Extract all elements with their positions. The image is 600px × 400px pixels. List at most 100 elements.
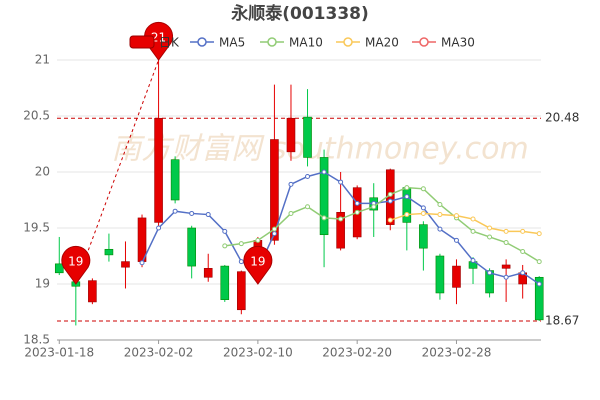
candle-body (419, 224, 428, 249)
x-tick-label: 2023-01-18 (24, 346, 94, 360)
ma-point (387, 191, 393, 197)
y-tick-label: 20 (35, 165, 50, 179)
candle-body (121, 261, 130, 268)
ma-point (288, 210, 294, 216)
pin-label: 19 (250, 255, 265, 269)
candle-body (435, 255, 445, 294)
candle-body (501, 264, 511, 269)
ma-point (503, 274, 509, 280)
pin (61, 245, 91, 285)
mark-line-label: 20.48 (545, 111, 579, 125)
ma-point (437, 201, 443, 207)
ma-point (238, 259, 244, 265)
ma-point (222, 228, 228, 234)
ma-point (338, 216, 344, 222)
y-tick-label: 20.5 (23, 109, 50, 123)
ma-point (520, 270, 526, 276)
ma-point (387, 217, 393, 223)
legend-item: MA20 (336, 36, 399, 50)
ma-point (470, 216, 476, 222)
ma-point (354, 209, 360, 215)
legend-symbol (129, 35, 155, 49)
ma-point (520, 228, 526, 234)
candle-body (154, 117, 163, 223)
candle-body (88, 280, 97, 303)
ma-point (404, 185, 410, 191)
ma-point (453, 237, 459, 243)
ma-line (224, 186, 540, 263)
ma-point (487, 270, 493, 276)
candle-body (286, 117, 296, 153)
ma-point (420, 186, 426, 192)
candle-body (270, 139, 279, 241)
legend-label: MA30 (441, 36, 475, 50)
ma-point (520, 249, 526, 255)
y-tick-label: 18.5 (23, 333, 50, 347)
ma-point (420, 205, 426, 211)
ma-point (354, 200, 360, 206)
ma-point (404, 194, 410, 200)
candle-body (336, 212, 345, 249)
pin-label: 21 (151, 31, 166, 45)
chart-title: 永顺泰(001338) (230, 3, 369, 24)
ma-point (222, 243, 228, 249)
candle-body (237, 271, 246, 311)
legend-label: MA20 (365, 36, 399, 50)
ma-point (172, 208, 178, 214)
pin (243, 245, 273, 285)
candle-body (220, 265, 230, 300)
legend-symbol (343, 37, 353, 47)
ma-point (536, 281, 542, 287)
candle-body (534, 276, 544, 321)
ma-point (305, 173, 311, 179)
candle-body (452, 265, 461, 288)
ma-point (503, 228, 509, 234)
ma-point (305, 204, 311, 210)
candle-body (170, 159, 180, 201)
ma-point (470, 228, 476, 234)
ma-point (437, 212, 443, 218)
ma-point (139, 260, 145, 266)
mark-line-label: 18.67 (545, 313, 579, 327)
ma-point (470, 257, 476, 263)
legend-item: MA10 (260, 36, 323, 50)
legend-symbol (267, 37, 277, 47)
ma-point (156, 225, 162, 231)
ma-point (404, 212, 410, 218)
ma-point (487, 234, 493, 240)
legend-item: MA5 (190, 36, 245, 50)
ma-point (338, 179, 344, 185)
ma-point (189, 210, 195, 216)
ma-point (453, 213, 459, 219)
pin-link (75, 59, 160, 285)
ma-point (271, 231, 277, 237)
legend-label: 日K (159, 36, 180, 50)
legend-item: 日K (129, 35, 180, 50)
legend-item: MA30 (412, 36, 475, 50)
ma-point (536, 259, 542, 265)
ma-line (390, 212, 540, 235)
y-tick-label: 21 (35, 53, 50, 67)
ma-point (371, 204, 377, 210)
ma-point (437, 226, 443, 232)
y-tick-label: 19.5 (23, 221, 50, 235)
ma-point (420, 210, 426, 216)
ma-point (487, 225, 493, 231)
ma-point (255, 237, 261, 243)
candle-body (54, 263, 64, 274)
candle-body (319, 157, 329, 236)
candle-body (402, 187, 412, 223)
x-tick-label: 2023-02-10 (223, 346, 293, 360)
x-tick-label: 2023-02-20 (322, 346, 392, 360)
x-tick-label: 2023-02-28 (422, 346, 492, 360)
ma-point (387, 198, 393, 204)
legend-symbol (419, 37, 429, 47)
candle-body (203, 268, 213, 278)
ma-point (536, 231, 542, 237)
ma-point (205, 212, 211, 218)
candle-body (104, 248, 114, 256)
y-tick-label: 19 (35, 277, 50, 291)
pin-label: 19 (68, 255, 83, 269)
candle-body (187, 227, 196, 267)
